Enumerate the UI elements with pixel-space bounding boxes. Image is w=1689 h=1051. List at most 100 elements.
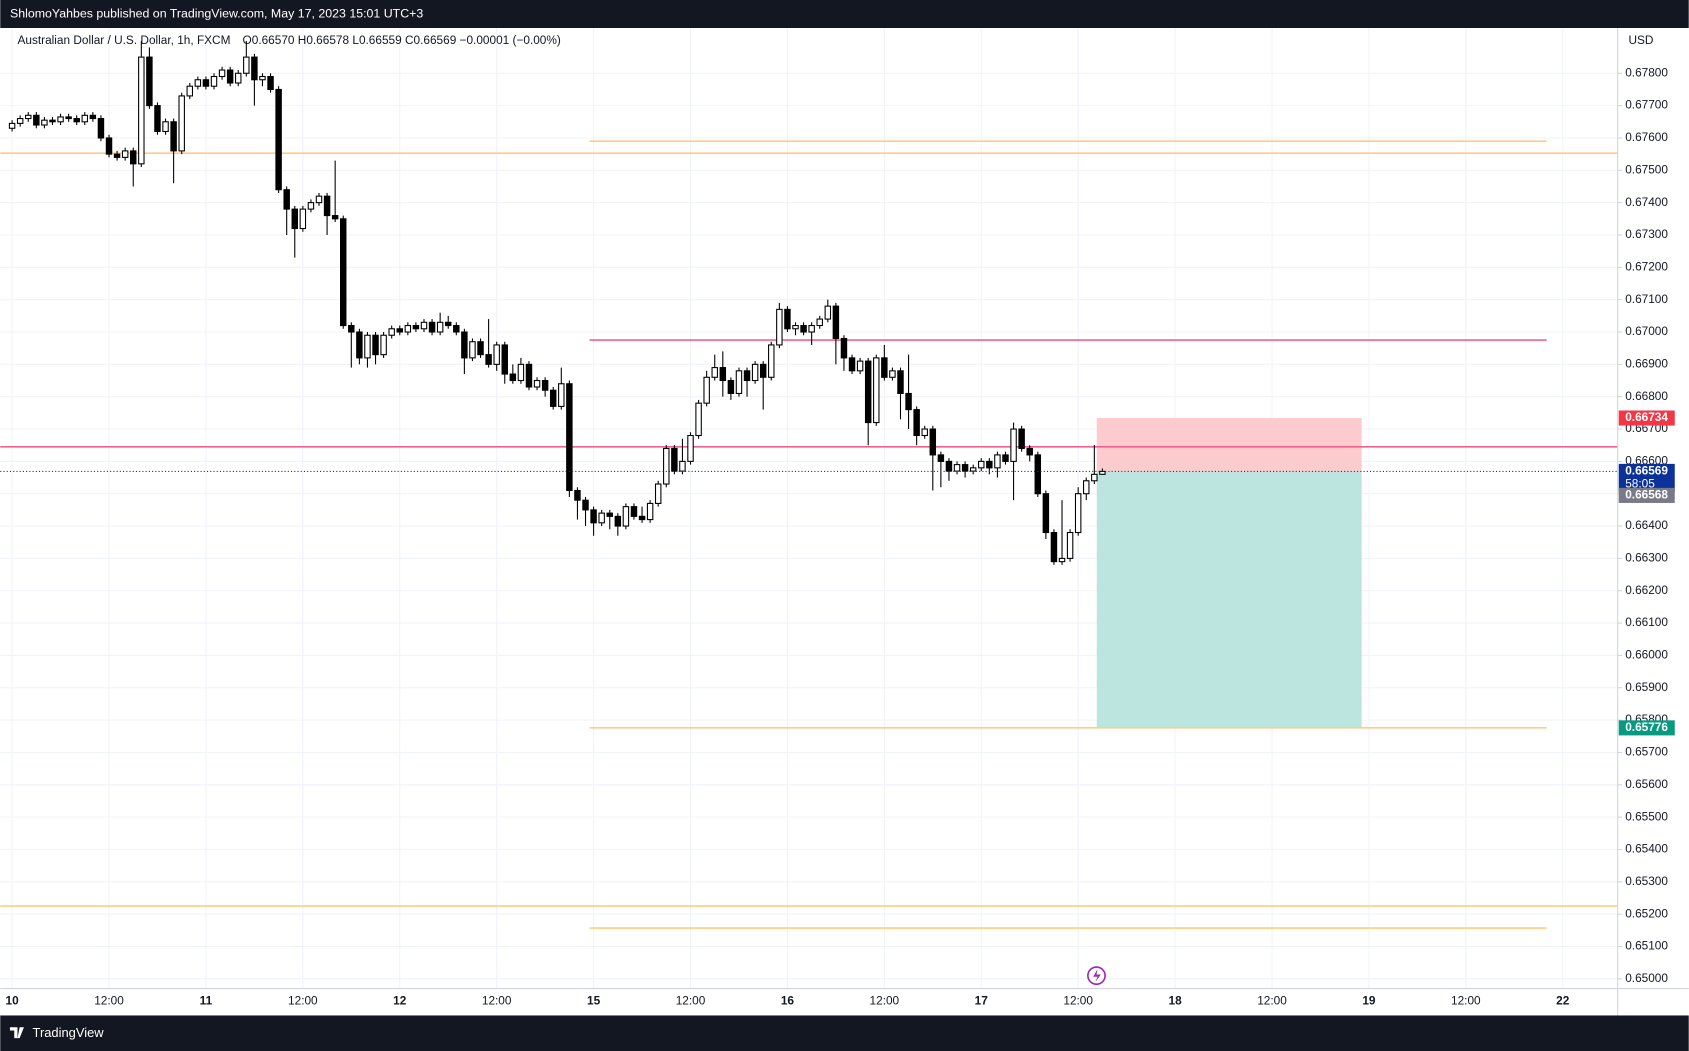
candle-body (186, 85, 194, 97)
candle-body (170, 121, 177, 152)
y-tick-label: 0.65500 (1625, 809, 1668, 823)
candle-body (1042, 493, 1050, 534)
candle-body (873, 357, 880, 424)
candle-body (315, 195, 323, 204)
candle-body (404, 325, 412, 333)
candle-body (735, 370, 743, 394)
candle-body (162, 121, 169, 133)
y-tick-label: 0.65700 (1625, 745, 1668, 759)
x-tick-label: 15 (587, 994, 601, 1008)
candle-body (412, 325, 420, 330)
y-tick-label: 0.66100 (1625, 615, 1668, 629)
candle-body (138, 56, 145, 165)
candle-body (978, 460, 985, 469)
candle-body (687, 434, 694, 462)
candle-body (57, 116, 64, 123)
candle-body (913, 409, 920, 437)
candle-body (1010, 428, 1017, 462)
candle-body (428, 321, 436, 333)
y-tick-label: 0.67500 (1625, 162, 1668, 176)
candle-body (461, 331, 468, 359)
candle-body (477, 341, 484, 356)
y-tick-label: 0.66900 (1625, 356, 1668, 370)
candle-body (824, 305, 832, 320)
ohlc: O0.66570 H0.66578 L0.66559 C0.66569 −0.0… (243, 33, 561, 47)
candle-body (945, 460, 953, 472)
y-tick-label: 0.65100 (1625, 939, 1668, 953)
candle-body (226, 69, 234, 84)
candle-body (768, 344, 775, 378)
candle-body (1034, 454, 1042, 495)
candle-body (235, 72, 242, 84)
candle-body (49, 119, 56, 123)
x-tick-label: 12:00 (1257, 994, 1287, 1008)
candle-body (8, 122, 16, 129)
candle-body (210, 75, 218, 87)
x-tick-label: 16 (781, 994, 795, 1008)
candle-body (703, 376, 710, 404)
candle-body (469, 341, 476, 359)
candle-body (388, 328, 395, 336)
candle-body (323, 195, 331, 217)
candle-body (251, 56, 258, 81)
y-tick-label: 0.65300 (1625, 874, 1668, 888)
candle-body (549, 389, 557, 407)
candle-body (889, 370, 896, 378)
candle-body (582, 499, 589, 511)
candle-body (719, 367, 727, 382)
candle-body (743, 370, 751, 382)
candle-body (1066, 531, 1074, 559)
candle-body (921, 428, 928, 437)
x-tick-label: 12:00 (1451, 994, 1481, 1008)
candle-body (307, 202, 315, 210)
candle-body (348, 325, 355, 333)
candle-body (638, 515, 646, 521)
candle-body (1083, 480, 1090, 495)
candle-body (606, 512, 613, 517)
candle-body (679, 460, 686, 472)
axes: 0.65000 0.65100 0.65200 0.65300 0.65400 0.655… (6, 65, 1675, 1008)
candle-body (986, 460, 993, 469)
x-tick-label: 12:00 (288, 994, 318, 1008)
candle-body (396, 328, 403, 333)
price-label: 0.66568 (1625, 488, 1668, 502)
candle-body (146, 56, 153, 107)
candle-body (574, 489, 581, 501)
candle-body (178, 95, 185, 152)
candle-body (501, 344, 508, 375)
stop-zone (1096, 418, 1362, 472)
target-zone (1096, 471, 1362, 728)
x-tick-label: 18 (1169, 994, 1183, 1008)
price-label: 0.66569 (1625, 464, 1668, 478)
candle-body (33, 114, 40, 126)
candle-body (283, 189, 290, 210)
candle-body (218, 69, 226, 78)
x-tick-label: 22 (1556, 994, 1570, 1008)
candle-body (444, 321, 452, 327)
candle-body (695, 402, 702, 437)
event-bolt (1093, 969, 1101, 983)
candle-body (711, 367, 718, 378)
candle-body (566, 383, 573, 492)
candle-body (194, 79, 202, 87)
candle-body (331, 215, 339, 220)
y-tick-label: 0.67200 (1625, 259, 1668, 273)
candle-body (881, 357, 888, 378)
candle-body (275, 88, 282, 191)
candle-body (259, 75, 266, 81)
y-tick-label: 0.65600 (1625, 777, 1668, 791)
candle-body (630, 506, 638, 517)
x-tick-label: 10 (6, 994, 20, 1008)
candle-body (41, 119, 48, 126)
candle-body (808, 325, 815, 333)
price-label-bg (1618, 487, 1675, 503)
candle-body (598, 512, 605, 524)
candle-body (1018, 428, 1025, 449)
candle-body (65, 116, 72, 120)
candle-body (1074, 493, 1082, 534)
candle-body (339, 218, 347, 327)
y-tick-label: 0.66400 (1625, 518, 1668, 532)
candle-body (81, 114, 89, 123)
price-label-bg (1618, 720, 1675, 736)
